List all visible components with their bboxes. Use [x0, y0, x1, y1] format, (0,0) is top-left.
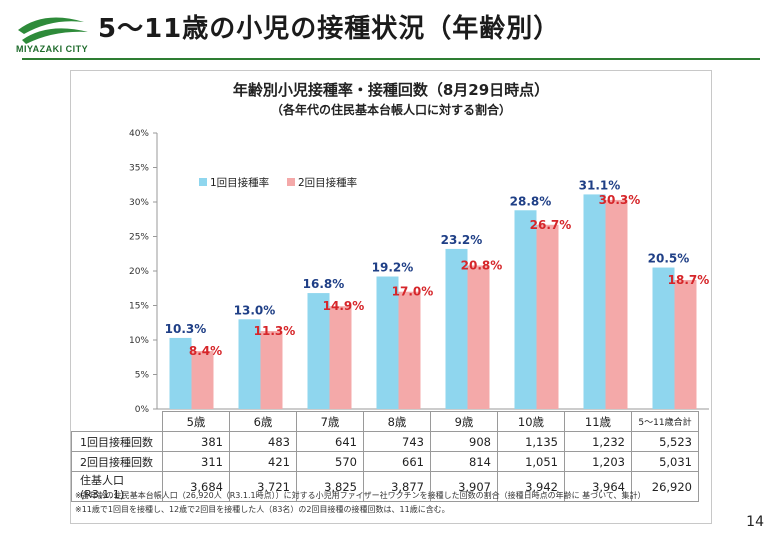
- y-tick-label: 30%: [129, 198, 149, 208]
- table-cell: 381: [162, 431, 230, 452]
- bar-series2: [605, 199, 628, 409]
- data-label-series2: 8.4%: [189, 344, 222, 358]
- table-cell: 814: [430, 451, 498, 472]
- footnote: ※11歳で1回目を接種し、12歳で2回目を接種した人（83名）の2回目接種の接種…: [75, 505, 450, 514]
- chart-title: 年齢別小児接種率・接種回数（8月29日時点）: [232, 81, 550, 99]
- data-table: 5歳 6歳 7歳 8歳 9歳 10歳 11歳 5～11歳合計 1回目接種回数 3…: [71, 411, 699, 502]
- table-category: 9歳: [430, 411, 498, 432]
- bar-series2: [260, 331, 283, 409]
- table-cell: 1,135: [497, 431, 565, 452]
- table-category: 11歳: [564, 411, 632, 432]
- miyazaki-logo-icon: [18, 17, 88, 44]
- page-number: 14: [746, 514, 764, 530]
- legend-swatch-series1: [199, 178, 207, 186]
- table-cell: 3,721: [229, 471, 297, 502]
- y-tick-label: 40%: [129, 129, 149, 139]
- data-label-series1: 28.8%: [510, 194, 552, 208]
- table-row-label: 1回目接種回数: [71, 431, 163, 452]
- bar-series2: [191, 351, 214, 409]
- table-cell: 5,523: [631, 431, 699, 452]
- table-cell: 661: [363, 451, 431, 472]
- legend-swatch-series2: [287, 178, 295, 186]
- table-cell: 908: [430, 431, 498, 452]
- data-label-series1: 13.0%: [234, 303, 276, 317]
- y-tick-label: 35%: [129, 164, 149, 174]
- table-cell: 421: [229, 451, 297, 472]
- y-tick-label: 5%: [135, 371, 150, 381]
- data-label-series1: 23.2%: [441, 233, 483, 247]
- y-tick-label: 0%: [135, 405, 150, 415]
- table-category: 7歳: [296, 411, 364, 432]
- bar-series1: [238, 319, 261, 409]
- bar-series2: [674, 279, 697, 409]
- table-row-label: 住基人口(R3.1.1): [71, 471, 163, 502]
- y-tick-label: 25%: [129, 233, 149, 243]
- table-category: 5～11歳合計: [631, 411, 699, 432]
- logo-text: MIYAZAKI CITY: [16, 44, 89, 54]
- chart-panel: 年齢別小児接種率・接種回数（8月29日時点） （各年代の住民基本台帳人口に対する…: [70, 70, 712, 524]
- bar-series2: [536, 224, 559, 409]
- table-category: 8歳: [363, 411, 431, 432]
- table-cell: 641: [296, 431, 364, 452]
- table-cell: 1,051: [497, 451, 565, 472]
- bar-series1: [652, 267, 675, 409]
- bar-series1: [376, 276, 399, 409]
- table-cell: 743: [363, 431, 431, 452]
- data-label-series1: 31.1%: [579, 178, 621, 192]
- y-tick-label: 20%: [129, 267, 149, 277]
- table-cell: 1,232: [564, 431, 632, 452]
- data-label-series1: 16.8%: [303, 277, 345, 291]
- table-cell: 311: [162, 451, 230, 472]
- table-cell: 3,877: [363, 471, 431, 502]
- table-row-label: 2回目接種回数: [71, 451, 163, 472]
- table-category: 10歳: [497, 411, 565, 432]
- data-label-series2: 14.9%: [323, 299, 365, 313]
- y-tick-label: 10%: [129, 336, 149, 346]
- bar-chart: 0% 5% 10% 15% 20% 25% 30% 35% 40% 10.3% 8.4% 13.0% 1…: [129, 129, 710, 415]
- data-label-series2: 11.3%: [254, 324, 296, 338]
- table-cell: 3,684: [162, 471, 230, 502]
- bar-series2: [398, 291, 421, 409]
- footnote: ※各年齢の住民基本台帳人口（26,920人（R3.1.1時点））に対する小児用フ…: [75, 491, 646, 500]
- data-label-series2: 18.7%: [668, 273, 710, 287]
- page-title: 5～11歳の小児の接種状況（年齢別）: [98, 14, 561, 44]
- bar-series1: [445, 248, 468, 409]
- bar-series2: [467, 265, 490, 409]
- bar-series1: [169, 337, 192, 409]
- bar-series1: [307, 293, 330, 409]
- data-label-series2: 26.7%: [530, 218, 572, 232]
- title-divider: [22, 58, 760, 60]
- bar-series2: [329, 306, 352, 409]
- bar-series1: [514, 210, 537, 409]
- table-category: 6歳: [229, 411, 297, 432]
- table-cell: 5,031: [631, 451, 699, 472]
- table-cell: 26,920: [631, 471, 699, 502]
- table-cell: 570: [296, 451, 364, 472]
- y-tick-label: 15%: [129, 302, 149, 312]
- footnotes: ※各年齢の住民基本台帳人口（26,920人（R3.1.1時点））に対する小児用フ…: [75, 489, 646, 517]
- table-cell: 1,203: [564, 451, 632, 472]
- legend-label-series2: 2回目接種率: [298, 176, 357, 189]
- data-label-series1: 20.5%: [648, 252, 690, 266]
- data-label-series1: 19.2%: [372, 261, 414, 275]
- data-label-series2: 17.0%: [392, 285, 434, 299]
- table-row: 2回目接種回数 311 421 570 661 814 1,051 1,203 …: [71, 451, 699, 472]
- table-cell: 3,942: [497, 471, 565, 502]
- table-row: 1回目接種回数 381 483 641 743 908 1,135 1,232 …: [71, 431, 699, 452]
- legend-label-series1: 1回目接種率: [210, 176, 269, 189]
- table-category: 5歳: [162, 411, 230, 432]
- table-cell: 483: [229, 431, 297, 452]
- data-label-series2: 30.3%: [599, 193, 641, 207]
- chart-subtitle: （各年代の住民基本台帳人口に対する割合）: [270, 103, 511, 117]
- table-cell: 3,907: [430, 471, 498, 502]
- table-category-row: 5歳 6歳 7歳 8歳 9歳 10歳 11歳 5～11歳合計: [72, 411, 699, 432]
- table-row: 住基人口(R3.1.1) 3,684 3,721 3,825 3,877 3,9…: [71, 471, 699, 502]
- data-label-series2: 20.8%: [461, 258, 503, 272]
- bar-series1: [583, 194, 606, 409]
- data-label-series1: 10.3%: [165, 322, 207, 336]
